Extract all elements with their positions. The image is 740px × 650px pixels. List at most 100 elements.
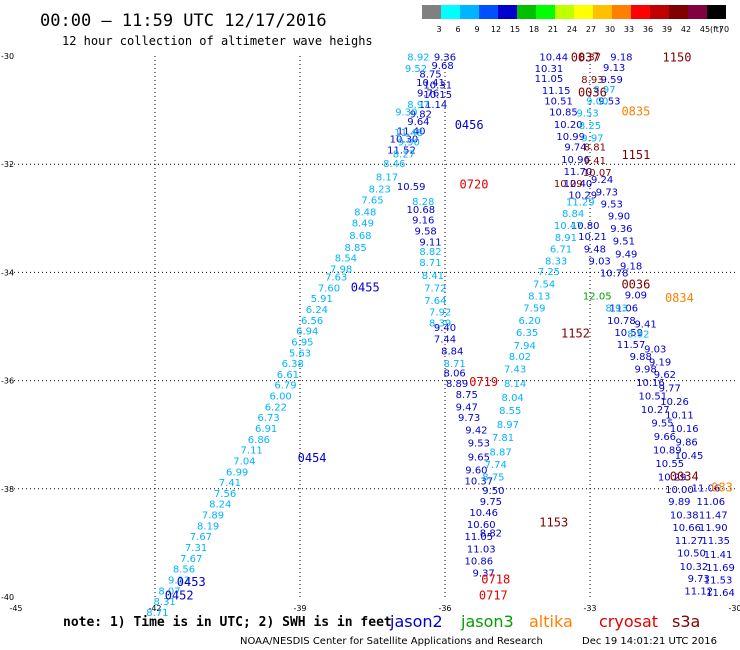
swh-value-label: 8.04	[502, 393, 524, 404]
swh-value-label: 8.93	[605, 303, 627, 314]
swh-value-label: 6.00	[270, 392, 292, 403]
swh-value-label: 8.37	[579, 52, 601, 63]
pass-time-label: 0834	[665, 291, 694, 305]
swh-value-label: 10.29	[658, 473, 687, 484]
colorbar-label: 3	[436, 25, 441, 34]
pass-time-label: 0835	[621, 105, 650, 119]
swh-value-label: 10.21	[578, 232, 607, 243]
swh-value-label: 6.91	[255, 424, 277, 435]
colorbar-swatch	[536, 5, 555, 19]
swh-value-label: 9.49	[615, 249, 637, 260]
swh-value-label: 9.18	[620, 262, 642, 273]
swh-value-label: 10.31	[423, 80, 452, 91]
swh-value-label: 7.04	[233, 456, 255, 467]
swh-value-label: 7.81	[492, 433, 514, 444]
y-tick-label: -40	[1, 593, 14, 602]
swh-value-label: 9.58	[415, 227, 437, 238]
colorbar-swatch	[422, 5, 441, 19]
swh-value-label: 11.12	[684, 586, 713, 597]
swh-value-label: 8.97	[497, 420, 519, 431]
swh-value-label: 6.79	[274, 381, 296, 392]
pass-time-label: 0717	[479, 589, 508, 603]
swh-value-label: 9.65	[468, 453, 490, 464]
legend-entry: altika	[529, 612, 573, 631]
swh-value-label: 7.64	[424, 296, 446, 307]
swh-value-label: 8.06	[444, 368, 466, 379]
swh-value-label: 11.27	[675, 536, 704, 547]
swh-value-label: 7.92	[429, 308, 451, 319]
swh-value-label: 6.20	[518, 316, 540, 327]
swh-value-label: 9.53	[576, 109, 598, 120]
swh-value-label: 8.31	[154, 597, 176, 608]
swh-value-label: 10.51	[639, 392, 668, 403]
pass-time-label: 0037	[571, 50, 600, 64]
swh-value-label: 9.86	[676, 438, 698, 449]
legend: jason2 jason3 altika cryosat s3a	[389, 612, 700, 631]
swh-value-label: 9.40	[434, 323, 456, 334]
pass-time-label: 0456	[455, 118, 484, 132]
swh-value-label: 9.76	[417, 89, 439, 100]
x-tick-label: -36	[438, 604, 451, 613]
pass-time-label: 0034	[670, 470, 699, 484]
legend-entry: s3a	[672, 612, 700, 631]
swh-value-label: 9.24	[591, 175, 613, 186]
swh-value-label: 10.80	[571, 221, 600, 232]
swh-value-label: 9.66	[654, 432, 676, 443]
legend-entry: jason2	[389, 612, 443, 631]
swh-value-label: 9.51	[613, 236, 635, 247]
legend-entry: cryosat	[599, 612, 658, 631]
swh-value-label: 8.25	[579, 121, 601, 132]
swh-value-label: 10.96	[561, 155, 590, 166]
swh-value-label: 8.71	[419, 258, 441, 269]
swh-value-label: 9.11	[419, 237, 441, 248]
swh-value-label: 8.54	[335, 254, 357, 265]
colorbar-swatch	[650, 5, 669, 19]
chart-title: 00:00 – 11:59 UTC 12/17/2016	[40, 11, 327, 31]
swh-value-label: 11.90	[699, 523, 728, 534]
swh-value-label: 9.53	[468, 439, 490, 450]
colorbar-swatch	[631, 5, 650, 19]
swh-value-label: 8.39	[429, 319, 451, 330]
swh-value-label: 10.07	[583, 168, 612, 179]
swh-value-label: 9.98	[634, 364, 656, 375]
colorbar-swatch	[574, 5, 593, 19]
pass-time-label: 1152	[561, 326, 590, 340]
swh-value-label: 9.59	[601, 75, 623, 86]
swh-value-label: 10.60	[467, 520, 496, 531]
swh-value-label: 6.73	[257, 413, 279, 424]
swh-value-label: 6.22	[265, 402, 287, 413]
swh-value-label: 12.05	[583, 291, 612, 302]
swh-value-label: 11.52	[387, 145, 416, 156]
chart-subtitle: 12 hour collection of altimeter wave hei…	[62, 34, 373, 48]
swh-value-label: 9.19	[649, 357, 671, 368]
swh-value-label: 10.15	[423, 90, 452, 101]
swh-value-label: 9.89	[668, 497, 690, 508]
swh-value-label: 9.64	[407, 117, 429, 128]
swh-value-label: 10.46	[469, 508, 498, 519]
swh-value-label: 10.29	[568, 190, 597, 201]
swh-value-label: 10.40	[564, 179, 593, 190]
swh-value-label: 10.00	[665, 485, 694, 496]
swh-value-label: 10.16	[636, 378, 665, 389]
swh-value-label: 11.57	[617, 340, 646, 351]
data-points: 9.369.688.7510.3110.1511.149.829.6411.40…	[146, 52, 735, 619]
swh-value-label: 7.54	[533, 280, 555, 291]
swh-value-label: 9.62	[654, 370, 676, 381]
swh-value-label: 7.98	[330, 264, 352, 275]
swh-value-label: 11.47	[699, 511, 728, 522]
swh-value-label: 8.97	[407, 100, 429, 111]
colorbar-swatch	[498, 5, 517, 19]
swh-value-label: 7.44	[434, 335, 456, 346]
swh-value-label: 7.41	[219, 478, 241, 489]
swh-value-label: 6.35	[516, 328, 538, 339]
swh-value-label: 7.60	[318, 283, 340, 294]
swh-value-label: 9.53	[598, 97, 620, 108]
swh-value-label: 9.90	[398, 137, 420, 148]
swh-value-label: 7.67	[190, 532, 212, 543]
swh-value-label: 11.03	[467, 545, 496, 556]
swh-value-label: 8.75	[456, 390, 478, 401]
swh-value-label: 11.35	[701, 536, 730, 547]
colorbar-swatch	[517, 5, 536, 19]
colorbar-label: 15	[510, 25, 520, 34]
